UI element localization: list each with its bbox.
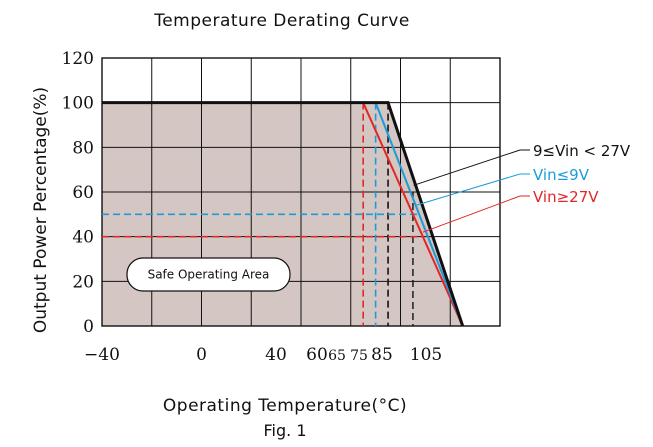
x-tick-label: 0 — [196, 345, 207, 365]
legend-label: Vin≥27V — [533, 188, 599, 206]
x-tick-label: 75 — [350, 348, 368, 364]
y-tick-label: 120 — [62, 49, 94, 69]
x-tick-label: 60 — [306, 345, 328, 365]
figure-caption: Fig. 1 — [264, 421, 307, 440]
safe-operating-area-box — [126, 257, 291, 292]
y-tick-label: 40 — [72, 228, 94, 248]
legend-leader-line — [415, 173, 521, 206]
legend: 9≤Vin < 27V Vin≤9V Vin≥27V — [413, 142, 631, 233]
plot-area: Safe Operating Area 0 20 40 60 80 100 120 −40 0 40… — [62, 49, 501, 365]
chart-title: Temperature Derating Curve — [153, 11, 410, 31]
y-tick-label: 0 — [83, 317, 94, 337]
legend-leader-line — [413, 149, 521, 186]
legend-label: Vin≤9V — [533, 166, 590, 184]
series-line — [102, 101, 465, 327]
y-tick-label: 100 — [62, 94, 94, 114]
y-tick-label: 20 — [72, 272, 94, 292]
x-tick-label: 85 — [371, 345, 393, 365]
x-tick-label: −40 — [84, 345, 120, 365]
legend-leader-line — [422, 195, 521, 233]
safe-operating-area-label: Safe Operating Area — [148, 268, 270, 282]
x-axis-label: Operating Temperature(°C) — [163, 396, 407, 416]
x-tick-label: 105 — [410, 345, 442, 365]
y-tick-label: 60 — [72, 183, 94, 203]
legend-label: 9≤Vin < 27V — [533, 142, 631, 160]
y-tick-label: 80 — [72, 138, 94, 158]
y-axis-label: Output Power Percentage(%) — [31, 87, 51, 333]
x-tick-label: 65 — [328, 348, 346, 364]
x-tick-label: 40 — [265, 345, 287, 365]
plot-frame — [101, 57, 501, 327]
